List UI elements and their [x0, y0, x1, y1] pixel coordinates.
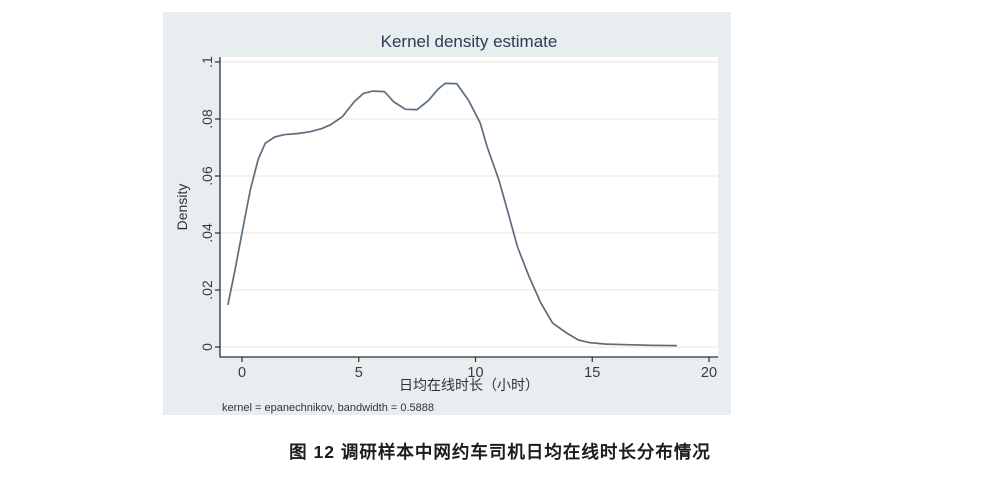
- x-tick-label: 5: [355, 365, 363, 381]
- density-curve: [227, 82, 678, 347]
- x-axis-ticks: 0 5 10 15 20: [238, 357, 717, 381]
- axis-lines: [219, 57, 718, 358]
- figure-caption: 图 12 调研样本中网约车司机日均在线时长分布情况: [289, 442, 711, 462]
- gridlines: [220, 61, 718, 348]
- y-axis-label: Density: [174, 184, 190, 231]
- y-tick-label: .02: [199, 280, 215, 300]
- chart-title: Kernel density estimate: [381, 32, 558, 51]
- y-tick-label: .1: [199, 56, 215, 68]
- kernel-note: kernel = epanechnikov, bandwidth = 0.588…: [222, 402, 434, 414]
- y-axis-ticks: 0 .02 .04 .06 .08 .1: [199, 56, 220, 351]
- y-tick-label: .08: [199, 109, 215, 129]
- chart-canvas: Kernel density estimate 0.02.04.06.08.1 …: [174, 32, 718, 414]
- x-tick-label: 10: [467, 365, 483, 381]
- x-tick-label: 0: [238, 365, 246, 381]
- x-tick-label: 20: [701, 365, 717, 381]
- kernel-density-chart: Kernel density estimate 0.02.04.06.08.1 …: [163, 12, 731, 415]
- y-tick-label: 0: [199, 343, 215, 351]
- y-tick-label: .04: [199, 223, 215, 243]
- x-tick-label: 15: [584, 365, 600, 381]
- plot-area: [220, 57, 718, 357]
- y-tick-label: .06: [199, 166, 215, 186]
- x-axis-label: 日均在线时长（小时）: [399, 377, 539, 393]
